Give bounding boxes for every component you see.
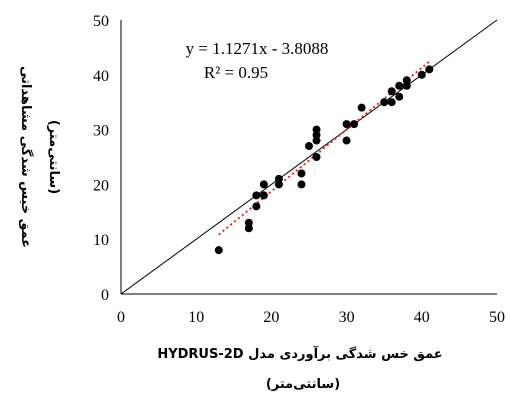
data-point [417,70,426,79]
y-axis-unit: (سانتی‌متر) [46,120,61,194]
x-tick-label: 20 [263,309,279,326]
data-point [244,224,253,233]
data-point [259,191,268,200]
y-tick-label: 50 [93,13,109,30]
data-point [357,103,366,112]
data-point [402,81,411,90]
x-tick-label: 50 [489,309,505,326]
data-point [244,218,253,227]
y-tick-label: 10 [93,232,109,249]
x-axis-title: عمق خس شدگی برآوردی مدل HYDRUS-2D [157,345,442,362]
data-point [259,180,268,189]
data-point [402,76,411,85]
y-tick-label: 20 [93,177,109,194]
data-point [342,136,351,145]
data-point [395,81,404,90]
y-tick-label: 40 [93,68,109,85]
data-point [252,202,261,211]
data-point [312,125,321,134]
data-point [312,136,321,145]
data-point [274,174,283,183]
data-points [214,65,434,255]
reference-line-1to1 [120,19,498,295]
data-point [305,142,313,151]
x-tick-label: 10 [188,309,204,326]
x-axis-unit: (سانتی‌متر) [266,377,340,392]
data-point [214,246,223,255]
y-tick-label: 0 [101,287,109,304]
data-point [395,92,404,101]
axes [120,20,497,295]
data-point [252,191,261,200]
y-tick-label: 30 [93,123,109,140]
x-tick-label: 40 [414,309,430,326]
x-tick-label: 30 [339,309,355,326]
data-point [380,98,389,107]
data-point [350,120,359,129]
x-tick-label: 0 [117,309,125,326]
data-point [387,98,396,107]
equation-label: y = 1.1271x - 3.8088 [186,39,329,58]
data-point [297,169,306,178]
data-point [425,65,434,74]
data-point [274,180,283,189]
data-point [297,180,306,189]
data-point [312,153,321,161]
data-point [387,87,396,96]
data-point [342,120,351,129]
tick-labels: 0 10 20 30 40 50 0 10 20 30 40 50 [93,13,505,326]
y-axis-title: عمق خیس شدگی مشاهداتی [18,66,34,248]
data-point [312,131,321,140]
r2-label: R² = 0.95 [204,63,268,82]
